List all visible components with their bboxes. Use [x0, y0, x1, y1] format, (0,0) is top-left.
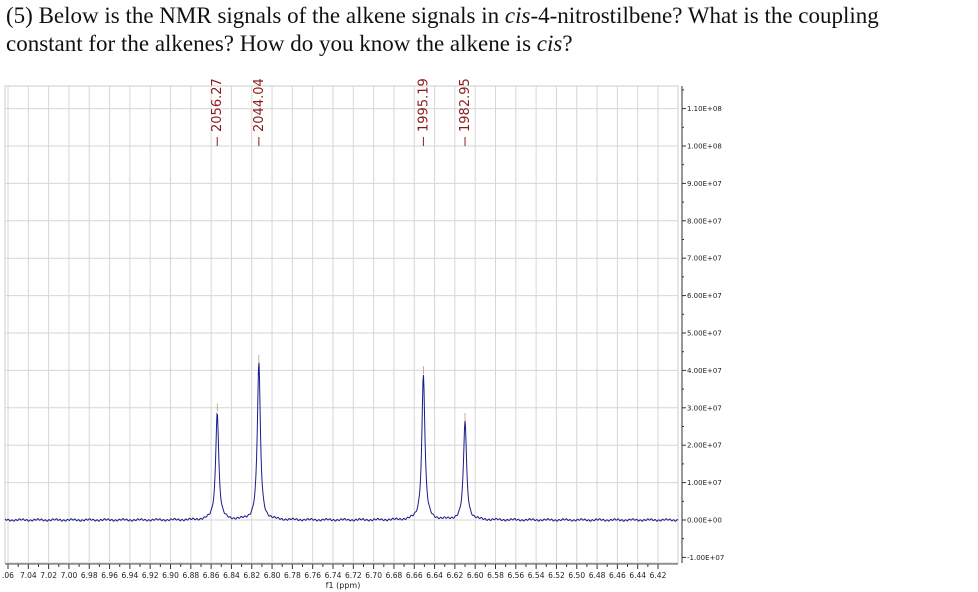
- x-tick-label: 6.84: [223, 571, 240, 580]
- x-tick-label: 6.62: [447, 571, 464, 580]
- x-tick-label: 6.72: [345, 571, 362, 580]
- x-tick-label: .06: [2, 571, 14, 580]
- x-tick-label: 6.48: [589, 571, 606, 580]
- y-axis: -1.00E+07 0.00E+00 1.00E+07 2.00E+07 3.00E+0…: [681, 86, 724, 563]
- peak-label: 1982.95: [458, 78, 473, 132]
- x-axis: .06 7.04 7.02 7.00 6.98 6.96 6.94 6.92 6.90 6.88 6…: [2, 563, 678, 580]
- y-tick-label: 9.00E+07: [687, 180, 722, 188]
- y-tick-label: 1.00E+07: [687, 479, 722, 487]
- x-tick-label: 6.64: [426, 571, 443, 580]
- x-tick-label: 6.74: [325, 571, 342, 580]
- y-tick-label: 1.10E+08: [687, 105, 722, 113]
- x-tick-label: 6.86: [203, 571, 220, 580]
- x-tick-label: 6.94: [122, 571, 139, 580]
- x-tick-label: 7.04: [20, 571, 37, 580]
- x-tick-label: 6.66: [406, 571, 423, 580]
- x-tick-label: 6.44: [629, 571, 646, 580]
- x-tick-label: 6.54: [528, 571, 545, 580]
- x-tick-label: 6.70: [365, 571, 382, 580]
- x-tick-label: 6.68: [386, 571, 403, 580]
- y-tick-label: 5.00E+07: [687, 330, 722, 338]
- grid: [4, 85, 679, 564]
- plot-frame: [4, 85, 679, 564]
- spectrum-line: [4, 362, 679, 522]
- x-tick-label: 6.96: [101, 571, 118, 580]
- y-tick-label: 0.00E+00: [687, 517, 722, 525]
- peak-label: 2056.27: [210, 78, 225, 132]
- question-line-2: constant for the alkenes? How do you kno…: [6, 31, 573, 56]
- x-tick-label: 7.00: [61, 571, 78, 580]
- peak-labels: 2056.27 2044.04 1995.19 1982.95: [210, 78, 473, 421]
- y-tick-label: 2.00E+07: [687, 442, 722, 450]
- y-tick-label: 4.00E+07: [687, 367, 722, 375]
- x-tick-label: 6.78: [284, 571, 301, 580]
- x-tick-label: 6.92: [142, 571, 159, 580]
- x-tick-label: 6.50: [568, 571, 585, 580]
- question-line-1: (5) Below is the NMR signals of the alke…: [6, 3, 879, 28]
- question-text: (5) Below is the NMR signals of the alke…: [6, 2, 879, 58]
- x-tick-label: 6.52: [548, 571, 565, 580]
- x-tick-label: 6.88: [182, 571, 199, 580]
- x-axis-label: f1 (ppm): [326, 581, 361, 590]
- y-tick-label: 8.00E+07: [687, 217, 722, 225]
- y-tick-label: 6.00E+07: [687, 292, 722, 300]
- y-tick-label: -1.00E+07: [687, 554, 724, 562]
- y-tick-label: 1.00E+08: [687, 143, 722, 151]
- x-tick-label: 6.80: [264, 571, 281, 580]
- peak-label: 2044.04: [252, 78, 267, 132]
- y-tick-label: 7.00E+07: [687, 255, 722, 263]
- x-tick-label: 6.98: [81, 571, 98, 580]
- x-tick-label: 6.90: [162, 571, 179, 580]
- x-tick-label: 6.60: [467, 571, 484, 580]
- peak-label: 1995.19: [416, 78, 431, 132]
- x-tick-label: 6.82: [243, 571, 260, 580]
- x-tick-label: 6.58: [487, 571, 504, 580]
- x-tick-label: 6.56: [507, 571, 524, 580]
- x-tick-label: 6.46: [609, 571, 626, 580]
- x-tick-label: 6.76: [304, 571, 321, 580]
- x-tick-label: 7.02: [40, 571, 57, 580]
- y-tick-label: 3.00E+07: [687, 404, 722, 412]
- x-tick-label: 6.42: [650, 571, 667, 580]
